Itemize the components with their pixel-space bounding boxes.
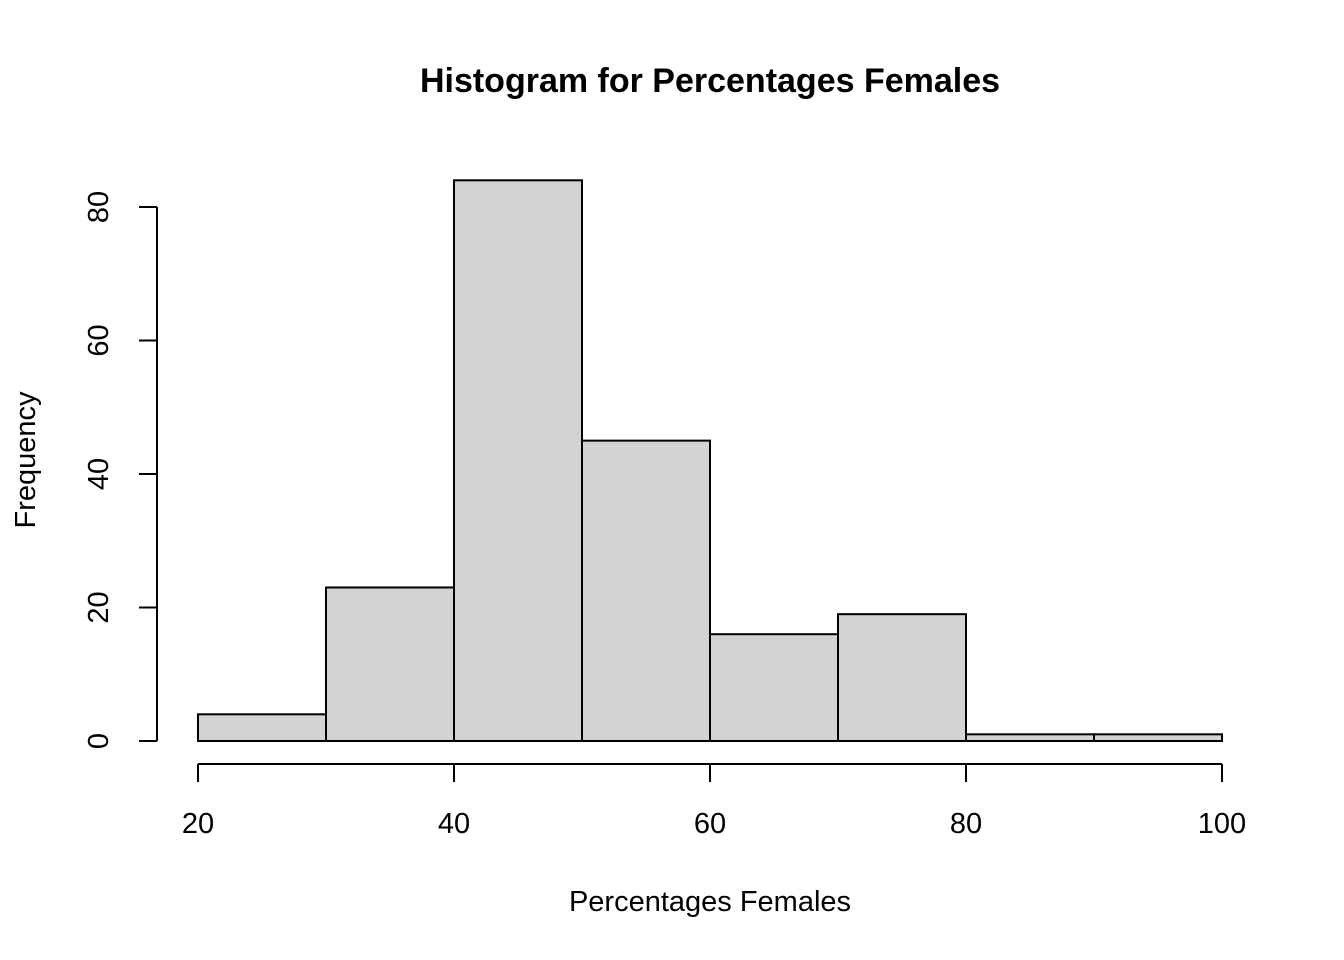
y-axis: 0 20 40 60 80	[83, 191, 158, 749]
chart-title: Histogram for Percentages Females	[420, 62, 1000, 100]
x-tick-label-60: 60	[694, 808, 726, 840]
y-tick-label-20: 20	[83, 591, 115, 623]
histogram-bar-80-90	[965, 733, 1095, 743]
x-axis-label: Percentages Females	[569, 886, 851, 918]
x-tick-label-20: 20	[182, 808, 214, 840]
x-tick-label-100: 100	[1198, 808, 1246, 840]
x-tick-label-80: 80	[950, 808, 982, 840]
histogram-bar-90-100	[1093, 733, 1223, 743]
bars-group	[197, 179, 1223, 743]
histogram-bar-50-60	[581, 439, 711, 742]
histogram-bar-20-30	[197, 713, 327, 742]
y-tick-label-0: 0	[83, 733, 115, 749]
histogram-bar-60-70	[709, 633, 839, 743]
x-axis: 20 40 60 80 100	[182, 763, 1246, 840]
x-tick-label-40: 40	[438, 808, 470, 840]
histogram-bar-30-40	[325, 586, 455, 742]
histogram-bar-70-80	[837, 613, 967, 742]
y-axis-label: Frequency	[10, 391, 42, 529]
y-tick-label-80: 80	[83, 191, 115, 223]
y-tick-label-40: 40	[83, 458, 115, 490]
y-tick-label-60: 60	[83, 324, 115, 356]
histogram-bar-40-50	[453, 179, 583, 743]
